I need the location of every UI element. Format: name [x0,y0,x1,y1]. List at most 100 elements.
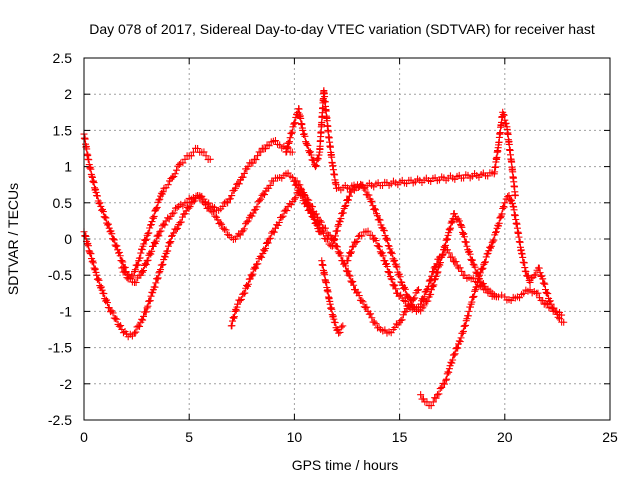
marker-track-c [118,264,126,272]
marker-track-g [232,306,240,314]
marker-track-g [237,295,245,303]
marker-track-c [261,191,269,199]
x-tick-label: 10 [287,429,303,445]
marker-track-g [258,253,266,261]
marker-track-e [364,227,372,235]
marker-track-e [442,236,450,244]
marker-track-d [330,236,338,244]
marker-track-d [391,256,399,264]
marker-track-f [541,280,549,288]
marker-track-g [249,270,257,278]
marker-track-a [194,145,202,152]
marker-track-d [407,296,415,304]
marker-track-e [534,289,542,297]
marker-track-d [342,201,350,209]
marker-track-c [413,286,421,294]
marker-track-b [98,286,106,294]
marker-track-d [334,222,342,230]
marker-track-e [460,233,468,241]
marker-track-b [186,203,194,211]
marker-track-a [144,230,152,238]
marker-track-c [372,320,380,328]
marker-track-d [292,181,300,189]
marker-track-c [197,193,205,201]
marker-track-f [457,334,465,342]
marker-track-b [117,322,125,330]
marker-track-f [471,287,479,295]
marker-track-g [248,272,256,280]
marker-track-f [473,283,481,291]
marker-track-b [90,264,98,272]
marker-spikes [302,138,310,146]
marker-track-d [392,262,400,270]
marker-track-f [544,290,552,298]
marker-track-a [119,258,127,266]
marker-track-e [392,285,400,293]
marker-track-d [319,229,327,237]
marker-track-e [352,239,360,247]
marker-track-d [375,215,383,223]
marker-track-c [397,316,405,324]
marker-spikes [288,128,296,136]
marker-track-a [118,257,126,265]
marker-track-f [500,203,508,211]
marker-spikes [301,132,309,140]
marker-track-e [457,222,465,230]
x-axis-label: GPS time / hours [292,457,399,473]
marker-track-c [249,209,257,217]
marker-track-g [308,208,316,216]
marker-track-a [164,181,172,189]
marker-track-a [153,203,161,211]
marker-track-f [487,242,495,250]
marker-track-b [271,137,279,145]
marker-track-a [110,236,118,244]
marker-track-c [224,231,232,239]
marker-spikes [502,119,510,127]
marker-track-a [104,220,112,228]
marker-track-g [301,195,309,203]
marker-track-d [384,236,392,244]
marker-track-b [89,259,97,267]
y-axis-label: SDTVAR / TECUs [5,183,21,295]
marker-track-d [371,205,379,213]
marker-track-e [448,218,456,226]
marker-spikes [283,143,291,151]
marker-track-b [158,261,166,269]
plot-frame [83,57,611,421]
marker-track-c [161,221,169,229]
marker-track-g [287,201,295,209]
marker-track-g [305,201,313,209]
marker-track-g [279,212,287,220]
marker-track-f [501,199,509,207]
marker-track-a [104,221,112,229]
marker-track-c [344,267,352,275]
x-tick-label: 0 [80,429,88,445]
marker-track-e [433,269,441,277]
marker-track-b [100,290,108,298]
marker-track-c [359,298,367,306]
y-tick-label: 2.5 [53,50,73,66]
y-tick-label: -2.5 [48,412,72,428]
marker-track-c [253,203,261,211]
marker-track-e [400,297,408,305]
marker-track-f [489,237,497,245]
marker-track-d [386,245,394,253]
marker-track-a [109,235,117,243]
marker-track-b [151,283,159,291]
marker-track-b [161,253,169,261]
marker-track-c [209,208,217,216]
marker-track-a [138,246,146,254]
marker-track-e [378,249,386,257]
marker-track-f [547,300,555,308]
marker-track-e [349,242,357,250]
marker-spikes [306,148,314,156]
marker-spikes [315,151,323,159]
marker-track-d [393,263,401,271]
marker-track-d [345,196,353,204]
marker-track-g [254,260,262,268]
marker-track-f [546,297,554,305]
marker-track-e [434,268,442,276]
marker-track-c [358,297,366,305]
marker-track-f [526,278,534,286]
marker-track-c [156,228,164,236]
